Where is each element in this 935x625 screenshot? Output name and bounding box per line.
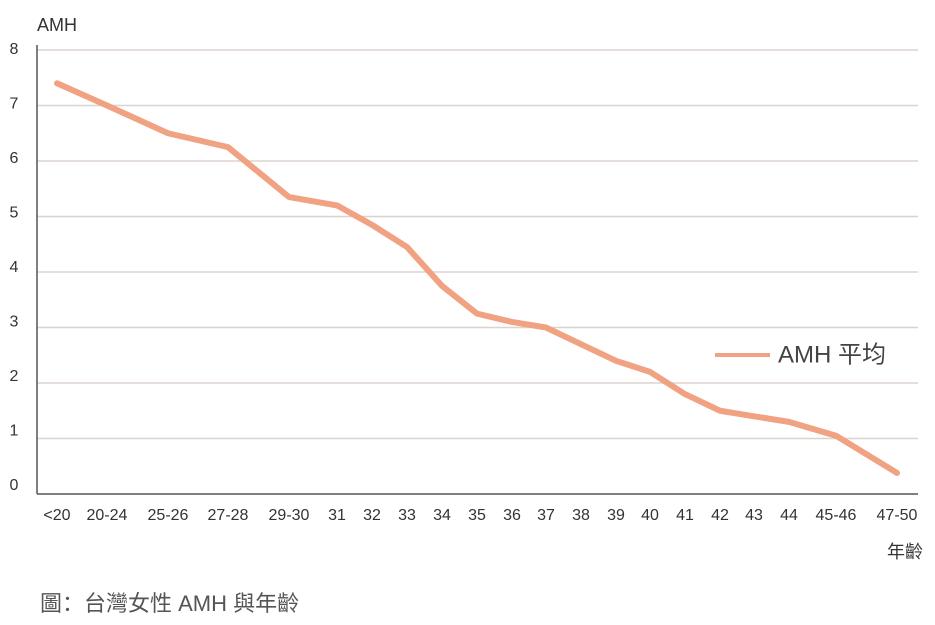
x-tick-label: 31 <box>328 507 346 524</box>
x-tick-label: 39 <box>607 507 625 524</box>
y-tick-label: 7 <box>10 96 19 113</box>
x-tick-label: 34 <box>433 507 451 524</box>
y-tick-label: 1 <box>10 423 19 440</box>
x-tick-label: 45-46 <box>816 507 857 524</box>
y-axis-label: AMH <box>37 15 77 35</box>
data-line <box>54 80 900 476</box>
y-tick-label: 6 <box>10 150 19 167</box>
y-tick-label: 3 <box>10 314 19 331</box>
x-tick-label: 41 <box>676 507 694 524</box>
x-tick-label: 33 <box>398 507 416 524</box>
x-tick-label: 47-50 <box>877 507 918 524</box>
x-tick-label: 20-24 <box>87 507 128 524</box>
x-tick-label: <20 <box>43 507 70 524</box>
x-tick-label: 29-30 <box>269 507 310 524</box>
x-tick-label: 43 <box>745 507 763 524</box>
y-tick-label: 8 <box>10 41 19 58</box>
x-tick-label: 27-28 <box>208 507 249 524</box>
x-tick-label: 35 <box>468 507 486 524</box>
legend-label: AMH 平均 <box>778 341 886 368</box>
x-tick-label: 40 <box>641 507 659 524</box>
x-tick-label: 44 <box>780 507 798 524</box>
x-tick-label: 37 <box>537 507 555 524</box>
y-tick-label: 0 <box>10 477 19 494</box>
y-tick-label: 4 <box>10 259 19 276</box>
y-tick-label: 2 <box>10 368 19 385</box>
x-tick-label: 32 <box>363 507 381 524</box>
y-tick-label: 5 <box>10 205 19 222</box>
x-tick-label: 38 <box>572 507 590 524</box>
x-tick-label: 42 <box>711 507 729 524</box>
caption: 圖：台灣女性 AMH 與年齡 <box>40 591 299 616</box>
x-tick-label: 36 <box>503 507 521 524</box>
x-tick-label: 25-26 <box>148 507 189 524</box>
x-axis-label: 年齡 <box>887 542 923 562</box>
